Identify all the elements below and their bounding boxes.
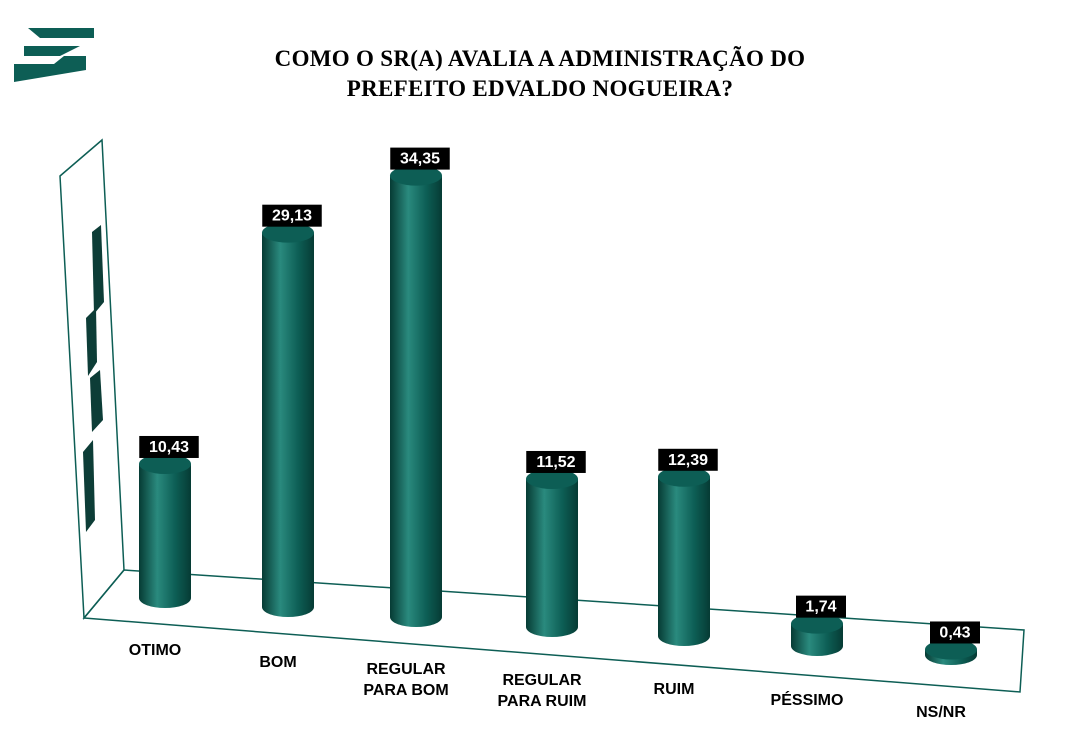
- bar-top: [139, 453, 191, 474]
- category-label-1: BOM: [259, 654, 296, 671]
- bar-body: [262, 232, 314, 617]
- bar-body: [139, 463, 191, 608]
- bar-top: [390, 165, 442, 186]
- bar-top: [791, 613, 843, 634]
- bar-3: [526, 468, 578, 637]
- value-label-4: 12,39: [658, 448, 718, 471]
- chart-floor: [82, 569, 1025, 693]
- value-label-box: [930, 621, 980, 644]
- category-label-0: OTIMO: [129, 642, 181, 659]
- category-labels-group: OTIMO BOM REGULAR PARA BOM REGULAR PARA RUIM R…: [129, 642, 967, 721]
- bar-0: [139, 453, 191, 608]
- category-label-6: NS/NR: [916, 704, 966, 721]
- chart-title-line-1: COMO O SR(A) AVALIA A ADMINISTRAÇÃO DO: [274, 46, 806, 71]
- bar-top: [526, 468, 578, 489]
- value-label-text: 0,43: [939, 624, 970, 641]
- value-label-text: 1,74: [805, 599, 836, 616]
- value-label-1: 29,13: [262, 204, 322, 227]
- bars-group: [139, 165, 977, 665]
- value-labels-group: 10,43 29,13 34,35 11,52 12,39 1,74 0,43: [139, 147, 980, 644]
- value-label-text: 12,39: [668, 452, 708, 469]
- value-label-6: 0,43: [930, 621, 980, 644]
- bar-top: [925, 639, 977, 660]
- value-label-2: 34,35: [390, 147, 450, 170]
- value-label-box: [796, 595, 846, 618]
- value-label-box: [526, 450, 586, 473]
- value-label-text: 34,35: [400, 151, 440, 168]
- category-label-5: PÉSSIMO: [771, 690, 844, 709]
- bar-6: [925, 639, 977, 665]
- value-label-box: [658, 448, 718, 471]
- value-label-box: [262, 204, 322, 227]
- value-label-text: 29,13: [272, 208, 312, 225]
- bar-4: [658, 466, 710, 646]
- chart-title: COMO O SR(A) AVALIA A ADMINISTRAÇÃO DO P…: [180, 44, 900, 104]
- bar-1: [262, 222, 314, 617]
- category-label-3: REGULAR PARA RUIM: [498, 672, 587, 710]
- value-label-text: 11,52: [536, 454, 575, 471]
- bar-body: [658, 476, 710, 646]
- value-label-box: [390, 147, 450, 170]
- logo-icon: [14, 28, 94, 82]
- value-label-text: 10,43: [149, 439, 189, 456]
- category-label-4: RUIM: [654, 681, 695, 698]
- bar-body: [390, 175, 442, 627]
- bar-top: [262, 222, 314, 243]
- value-label-5: 1,74: [796, 595, 846, 618]
- wall-logo-icon: [83, 225, 104, 532]
- bar-body: [526, 478, 578, 637]
- value-label-box: [139, 435, 199, 458]
- bar-2: [390, 165, 442, 627]
- chart-title-line-2: PREFEITO EDVALDO NOGUEIRA?: [346, 76, 734, 101]
- bar-5: [791, 613, 843, 656]
- bar-top: [658, 466, 710, 487]
- category-label-2: REGULAR PARA BOM: [363, 661, 448, 699]
- value-label-3: 11,52: [526, 450, 586, 473]
- value-label-0: 10,43: [139, 435, 199, 458]
